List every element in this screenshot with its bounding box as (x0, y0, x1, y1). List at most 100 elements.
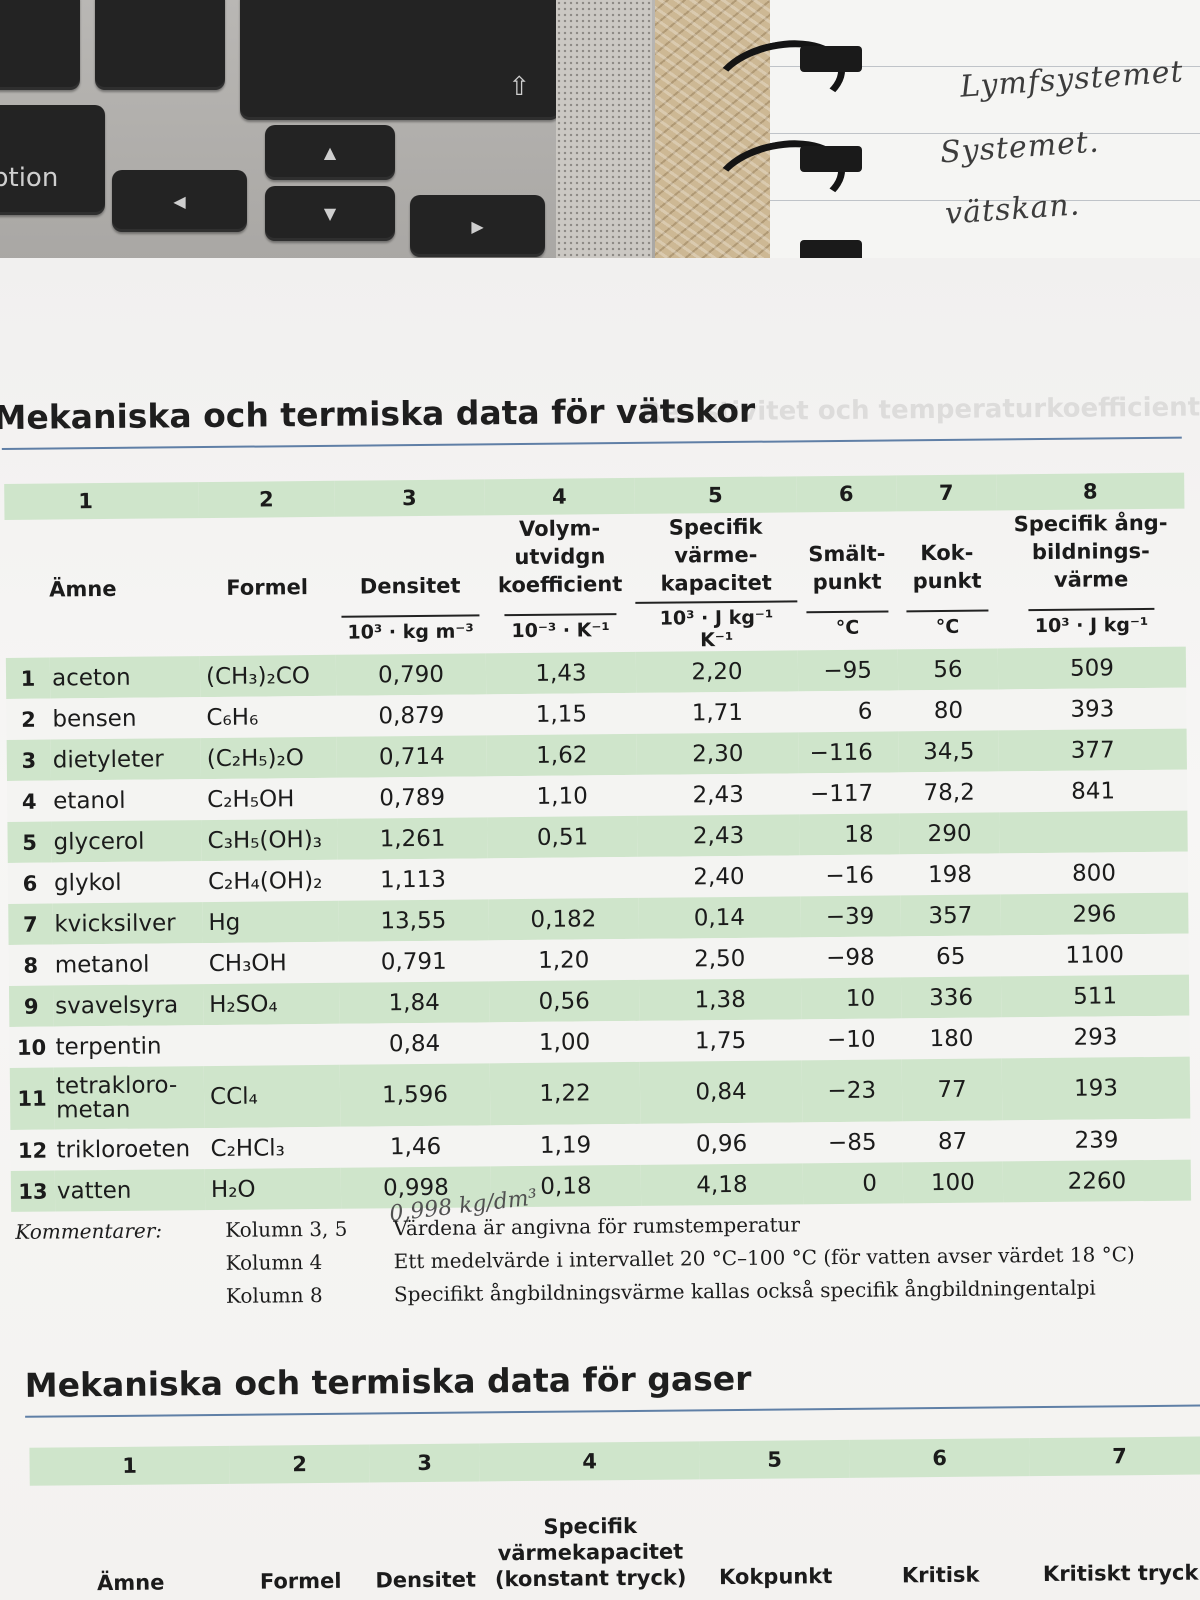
chemical-formula: CH₃OH (208, 949, 287, 977)
vaporization-value: 2260 (1067, 1167, 1127, 1195)
boiling-point-value: 78,2 (923, 779, 975, 806)
expansion-value: 1,20 (538, 946, 590, 974)
chemical-formula: (CH₃)₂CO (205, 662, 311, 690)
chemical-formula: C₂H₅OH (207, 785, 295, 813)
heat-capacity-value: 2,43 (692, 822, 745, 849)
substance-name: terpentin (55, 1032, 162, 1061)
unit-boiling: °C (897, 598, 997, 649)
comment-key: Kolumn 8 (225, 1282, 323, 1308)
expansion-value: 0,182 (530, 905, 597, 933)
column-number: 5 (634, 476, 797, 514)
header-boiling: Kok- punkt (896, 510, 997, 599)
spiral-notebook (770, 0, 1200, 262)
row-number: 1 (20, 666, 36, 691)
vaporization-value: 293 (1073, 1023, 1118, 1051)
vaporization-value: 511 (1073, 982, 1118, 1010)
header-row: Ämne Formel Densitet Specifik värmekapac… (30, 1474, 1200, 1597)
unit-expansion: 10⁻³ · K⁻¹ (485, 602, 635, 653)
substance-name: svavelsyra (55, 991, 179, 1020)
header-line: koefficient (497, 572, 623, 598)
boiling-point-value: 65 (935, 943, 966, 970)
unit-label: °C (906, 609, 989, 639)
header-expansion: Volym- utvidgn koefficient (484, 514, 635, 603)
row-number: 3 (21, 748, 37, 773)
density-value: 0,790 (377, 661, 445, 688)
density-value: 1,261 (379, 825, 446, 852)
substance-name: dietyleter (52, 745, 164, 774)
heat-capacity-value: 0,96 (695, 1130, 748, 1157)
expansion-value: 1,00 (538, 1028, 591, 1056)
arrow-down-key: ▼ (265, 186, 395, 241)
melting-point-value: 10 (845, 985, 876, 1012)
wicker-surface (655, 0, 785, 262)
header-line: punkt (812, 569, 882, 595)
vaporization-value: 1100 (1065, 941, 1125, 969)
melting-point-value: 6 (857, 698, 873, 725)
heat-capacity-value: 1,38 (694, 986, 746, 1013)
header-line: (konstant tryck) (494, 1565, 687, 1592)
vaporization-value: 239 (1074, 1126, 1119, 1154)
arrow-left-key: ◀ (112, 170, 247, 232)
chemical-formula: CCl₄ (209, 1083, 258, 1111)
heat-capacity-value: 2,40 (693, 863, 745, 890)
column-number: 4 (484, 477, 635, 516)
density-value: 0,789 (379, 784, 446, 811)
heat-capacity-value: 2,50 (694, 945, 746, 972)
keyboard-key: ⇧ (240, 0, 560, 120)
keyboard-key (95, 0, 225, 90)
melting-point-value: −23 (827, 1077, 877, 1105)
row-number: 13 (18, 1179, 48, 1204)
heat-capacity-value: 1,75 (694, 1027, 747, 1054)
chemical-formula: H₂SO₄ (209, 990, 278, 1018)
arrow-left-icon: ◀ (173, 191, 186, 211)
row-number: 9 (23, 994, 39, 1019)
unit-label: 10⁻³ · K⁻¹ (504, 613, 617, 643)
comment-text: Värdena är angivna för rumstemperatur (393, 1212, 801, 1241)
unit-label: 10³ · kg m⁻³ (341, 614, 480, 644)
expansion-value: 1,15 (535, 700, 588, 728)
chemical-formula: (C₂H₅)₂O (206, 744, 305, 772)
expansion-value: 0,51 (536, 823, 589, 851)
expansion-value: 1,10 (536, 782, 588, 810)
printed-sheet: Resistivitet och temperaturkoefficient M… (0, 258, 1200, 1600)
density-value: 1,46 (389, 1133, 442, 1160)
title-rule (1, 436, 1182, 450)
column-number: 6 (849, 1438, 1030, 1478)
expansion-value: 1,22 (539, 1080, 591, 1107)
vaporization-value: 800 (1071, 859, 1117, 887)
gases-table: 1 2 3 4 5 6 7 Ämne Formel Densitet Speci… (29, 1436, 1200, 1597)
header-row: Ämne Formel Densitet Volym- utvidgn koef… (5, 509, 1186, 608)
header-substance: Ämne (49, 576, 117, 602)
header-heat-capacity: Specifik värmekapacitet (konstant tryck) (480, 1479, 701, 1593)
chemical-formula: C₂HCl₃ (210, 1134, 285, 1162)
liquids-table-body: 1 aceton (CH₃)₂CO 0,790 1,43 2,20 −95 56 509 2 ben… (5, 646, 1192, 1212)
column-number: 4 (479, 1441, 700, 1482)
header-vaporization: Specifik ång- bildnings- värme (996, 509, 1185, 599)
header-critical: Kritisk (901, 1562, 980, 1588)
column-number: 7 (1029, 1436, 1200, 1477)
unit-spacer (5, 605, 335, 658)
melting-point-value: −16 (825, 862, 875, 889)
column-number: 5 (699, 1439, 850, 1480)
vaporization-value: 193 (1073, 1075, 1119, 1102)
header-line: Volym- (518, 516, 601, 542)
arrow-up-icon: ▲ (323, 143, 337, 162)
arrow-right-key: ▶ (410, 195, 545, 257)
row-number: 12 (17, 1138, 48, 1163)
density-value: 0,791 (380, 948, 447, 975)
row-number: 11 (17, 1086, 47, 1111)
boiling-point-value: 357 (928, 902, 973, 929)
melting-point-value: 0 (862, 1170, 878, 1197)
density-value: 0,84 (388, 1030, 441, 1057)
row-number: 2 (21, 707, 36, 732)
boiling-point-value: 180 (929, 1025, 974, 1052)
boiling-point-value: 336 (929, 984, 974, 1011)
heat-capacity-value: 0,84 (695, 1078, 747, 1106)
substance-name: aceton (51, 664, 131, 692)
column-number: 6 (796, 475, 897, 513)
heat-capacity-value: 2,43 (692, 781, 744, 808)
header-line: Specifik (543, 1513, 638, 1539)
expansion-value: 1,43 (535, 659, 587, 687)
row-number: 10 (16, 1035, 47, 1060)
column-number: 8 (996, 472, 1185, 511)
